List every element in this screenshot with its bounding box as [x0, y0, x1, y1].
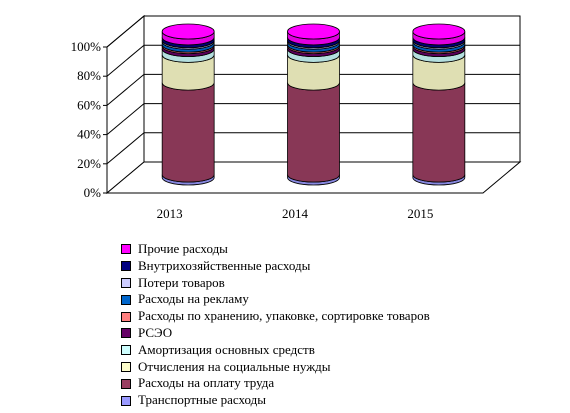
legend-label: Расходы на рекламу: [138, 291, 249, 307]
x-axis-categories: 2013 2014 2015: [157, 206, 434, 221]
gridline-side: [106, 132, 145, 165]
legend-item: Расходы по хранению, упаковке, сортировк…: [121, 308, 430, 325]
legend-swatch: [121, 395, 131, 406]
gridline-side: [106, 74, 145, 106]
bar-segment: [412, 82, 466, 183]
legend-swatch: [121, 311, 131, 322]
x-tick-label: 2014: [282, 206, 309, 221]
legend: Прочие расходы Внутрихозяйственные расход…: [121, 241, 430, 409]
legend-swatch: [121, 277, 131, 288]
legend-label: Транспортные расходы: [138, 392, 266, 408]
legend-item: Прочие расходы: [121, 241, 430, 258]
legend-item: Расходы на оплату труда: [121, 375, 430, 392]
legend-swatch: [121, 345, 131, 356]
legend-label: Потери товаров: [138, 274, 225, 290]
legend-label: Расходы по хранению, упаковке, сортировк…: [138, 308, 430, 324]
legend-swatch: [121, 261, 131, 272]
legend-item: Транспортные расходы: [121, 392, 430, 409]
legend-swatch: [121, 378, 131, 389]
legend-swatch: [121, 244, 131, 255]
legend-item: Внутрихозяйственные расходы: [121, 258, 430, 275]
y-tick-label: 20%: [77, 156, 101, 171]
y-tick-label: 100%: [71, 39, 102, 54]
x-tick-label: 2013: [157, 206, 183, 221]
legend-item: Отчисления на социальные нужды: [121, 359, 430, 376]
gridline-side: [106, 15, 145, 48]
legend-label: Прочие расходы: [138, 241, 228, 256]
y-tick-label: 40%: [77, 127, 101, 142]
legend-label: Расходы на оплату труда: [138, 375, 275, 391]
bar-stack-2015: [412, 23, 466, 186]
y-tick-label: 0%: [84, 185, 102, 200]
bar-stack-2014: [287, 23, 340, 186]
bar-top: [161, 23, 215, 40]
bar-stack-2013: [161, 23, 215, 186]
gridline-side: [106, 103, 145, 135]
bar-top: [412, 23, 466, 40]
bar-top: [287, 23, 340, 40]
bar-segment: [161, 82, 215, 183]
y-tick-label: 80%: [77, 68, 101, 83]
legend-swatch: [121, 361, 131, 372]
y-axis-ticks: 0% 20% 40% 60% 80% 100%: [71, 39, 108, 200]
stacked-cylinder-chart: 0% 20% 40% 60% 80% 100% 2013 2014 2015: [71, 14, 522, 221]
legend-label: Амортизация основных средств: [138, 341, 315, 357]
x-tick-label: 2015: [407, 206, 433, 221]
legend-label: РСЭО: [138, 324, 173, 340]
legend-swatch: [121, 328, 131, 339]
legend-item: Амортизация основных средств: [121, 342, 430, 359]
bar-segment: [287, 82, 340, 183]
legend-item: Расходы на рекламу: [121, 291, 430, 308]
legend-swatch: [121, 294, 131, 305]
legend-label: Отчисления на социальные нужды: [138, 358, 331, 374]
legend-item: Потери товаров: [121, 275, 430, 292]
bars: [161, 23, 466, 186]
y-tick-label: 60%: [77, 97, 101, 112]
legend-item: РСЭО: [121, 325, 430, 342]
gridline-side: [106, 44, 145, 77]
legend-label: Внутрихозяйственные расходы: [138, 257, 311, 273]
